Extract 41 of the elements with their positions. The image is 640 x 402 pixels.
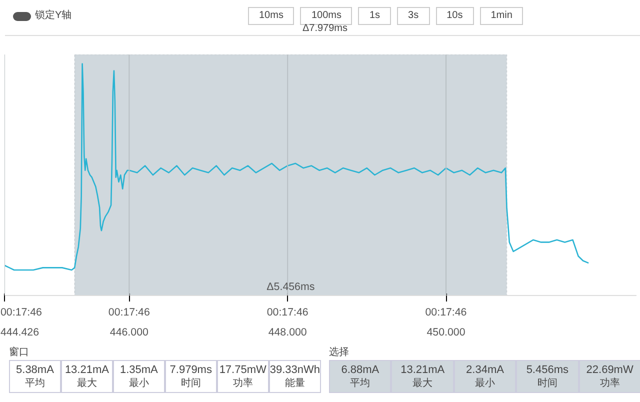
x-tick-label: 450.000	[426, 326, 466, 338]
text: 00:17:46	[0, 306, 42, 318]
x-tick-label: 448.000	[268, 326, 307, 338]
band-label: Δ5.456ms	[266, 281, 315, 294]
text: 1min	[480, 6, 524, 26]
text: 5.456ms	[525, 363, 570, 378]
text: 00:17:46	[266, 306, 308, 318]
text: 最大	[412, 377, 434, 390]
text: 5.38mA	[15, 363, 55, 378]
text: 1s	[358, 6, 392, 26]
text: 2.34mA	[465, 363, 505, 378]
x-tick-label: 444.426	[0, 326, 40, 338]
text: 10s	[436, 6, 474, 26]
text: 锁定Y轴	[35, 8, 73, 23]
text: 选择	[329, 346, 350, 360]
text: 最小	[128, 377, 150, 390]
x-tick-label: 446.000	[110, 326, 149, 338]
text: 00:17:46	[425, 306, 467, 318]
text: 平均	[24, 377, 46, 390]
text: 平均	[349, 377, 372, 390]
text: 13.21mA	[64, 363, 110, 378]
text: 时间	[536, 377, 558, 390]
text: 窗口	[9, 346, 30, 360]
text: 22.69mW	[585, 363, 634, 378]
text: 13.21mA	[400, 363, 446, 378]
text: 功率	[232, 377, 254, 390]
text: 功率	[598, 377, 621, 390]
text: 17.75mW	[218, 363, 268, 378]
text: 时间	[180, 377, 202, 390]
text: 1.35mA	[118, 363, 159, 378]
text: 100ms	[311, 10, 342, 21]
text: Δ7.979ms	[5, 23, 640, 36]
text: 最大	[76, 377, 98, 390]
text: 39.33nWh	[270, 363, 320, 378]
text: 最小	[474, 377, 496, 390]
text: 3s	[397, 6, 430, 26]
text: 能量	[284, 377, 306, 390]
text: 6.88mA	[340, 363, 380, 378]
text: 7.979ms	[168, 363, 213, 378]
text: 00:17:46	[108, 306, 150, 318]
text: 10ms	[248, 6, 294, 26]
